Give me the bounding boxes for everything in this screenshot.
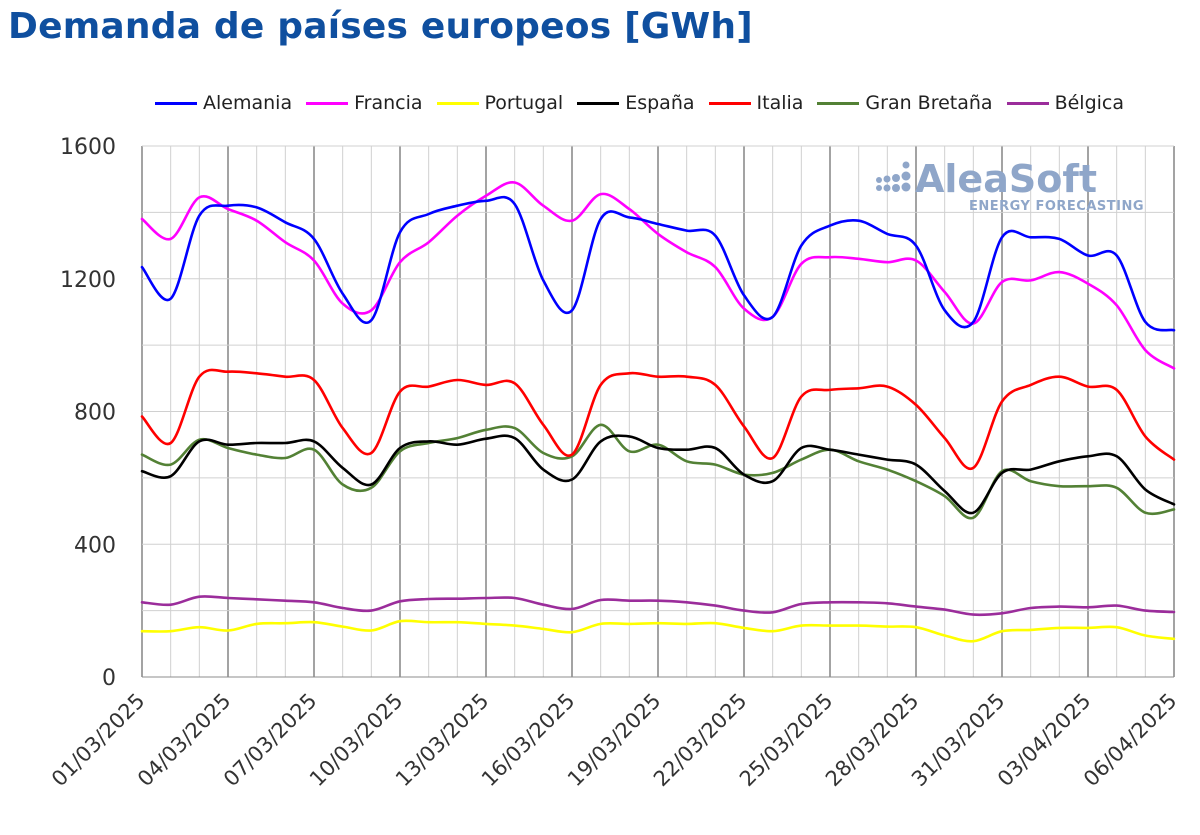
legend-label: Francia bbox=[354, 92, 423, 114]
y-tick-label: 400 bbox=[74, 533, 116, 558]
legend-swatch bbox=[1006, 101, 1049, 105]
legend-label: Bélgica bbox=[1054, 92, 1125, 114]
legend-swatch bbox=[577, 101, 620, 105]
series-line-portugal bbox=[140, 619, 1176, 643]
y-tick-label: 1200 bbox=[60, 268, 116, 293]
legend-swatch bbox=[817, 101, 860, 105]
legend-swatch bbox=[306, 101, 349, 105]
legend-item-italia: Italia bbox=[708, 92, 804, 114]
chart-title: Demanda de países europeos [GWh] bbox=[8, 6, 753, 47]
legend-swatch bbox=[708, 101, 751, 105]
legend-swatch bbox=[436, 101, 479, 105]
legend-item-portugal: Portugal bbox=[436, 92, 564, 114]
series-line-gran-bretana bbox=[140, 423, 1176, 520]
legend-item-francia: Francia bbox=[306, 92, 423, 114]
series-line-francia bbox=[140, 181, 1176, 370]
legend-label: España bbox=[625, 92, 695, 114]
x-tick-label: 06/04/2025 bbox=[1079, 689, 1182, 792]
grid bbox=[141, 145, 1175, 678]
legend-item-espana: España bbox=[577, 92, 695, 114]
legend-item-gran-bretana: Gran Bretaña bbox=[817, 92, 993, 114]
watermark-tagline: ENERGY FORECASTING bbox=[969, 199, 1144, 214]
legend-label: Gran Bretaña bbox=[865, 92, 993, 114]
chart-legend: Alemania Francia Portugal España Italia Gran … bbox=[155, 90, 1124, 116]
y-tick-label: 0 bbox=[102, 666, 116, 691]
series-line-italia bbox=[140, 368, 1176, 471]
legend-swatch bbox=[155, 101, 197, 105]
series-line-belgica bbox=[140, 595, 1176, 617]
series-line-alemania bbox=[140, 195, 1176, 332]
aleasoft-watermark: AleaSoft ENERGY FORECASTING bbox=[876, 158, 1144, 214]
aleasoft-logo-icon bbox=[876, 161, 911, 192]
legend-label: Italia bbox=[756, 92, 804, 114]
legend-item-belgica: Bélgica bbox=[1006, 92, 1125, 114]
legend-label: Alemania bbox=[203, 92, 293, 114]
watermark-brand: AleaSoft bbox=[915, 158, 1097, 201]
y-tick-label: 800 bbox=[74, 401, 116, 426]
y-tick-label: 1600 bbox=[60, 135, 116, 160]
legend-item-alemania: Alemania bbox=[155, 92, 292, 114]
legend-label: Portugal bbox=[484, 92, 564, 114]
series-line-espana bbox=[140, 434, 1176, 515]
